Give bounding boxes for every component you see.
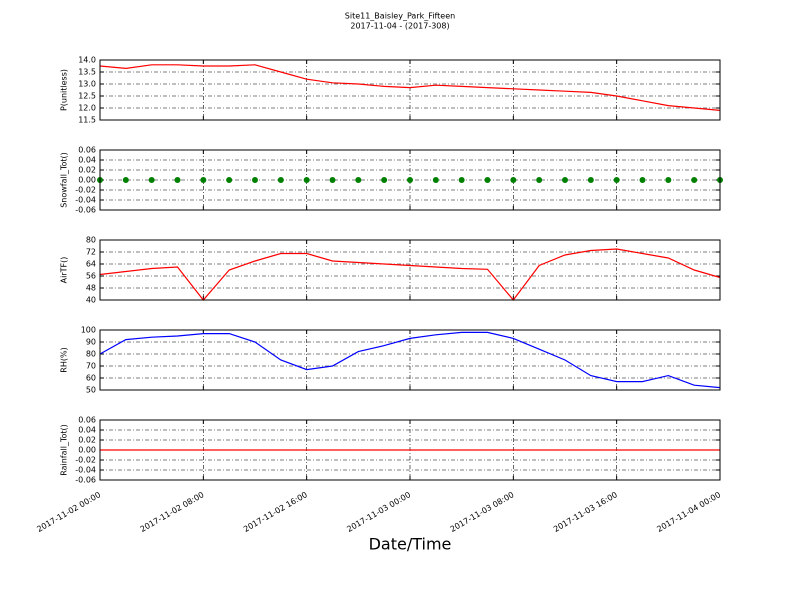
data-point <box>613 177 620 183</box>
y-tick-label: 70 <box>86 362 96 371</box>
data-point <box>510 177 517 183</box>
y-tick-label: 80 <box>86 236 96 245</box>
y-tick-label: 60 <box>86 374 96 383</box>
y-tick-label: -0.06 <box>75 206 96 215</box>
data-point <box>174 177 181 183</box>
data-point <box>252 177 258 183</box>
y-tick-label: -0.04 <box>75 466 96 475</box>
y-tick-label: 72 <box>86 248 96 257</box>
data-point <box>484 177 491 183</box>
data-point <box>691 177 698 183</box>
y-tick-label: 64 <box>86 260 96 269</box>
plot-frame <box>99 329 721 391</box>
data-point <box>639 177 646 183</box>
y-axis-label: P(unitless) <box>60 69 69 111</box>
data-point <box>277 177 284 183</box>
data-point <box>562 177 568 183</box>
y-tick-label: -0.02 <box>75 186 96 195</box>
y-tick-label: 0.04 <box>78 156 96 165</box>
data-point <box>536 177 543 183</box>
y-tick-label: 0.02 <box>78 166 96 175</box>
y-axis-label: Rainfall_Tot() <box>60 424 69 476</box>
x-axis-label: Date/Time <box>369 535 452 554</box>
data-point <box>329 177 336 183</box>
data-point <box>200 177 207 183</box>
y-tick-label: 11.5 <box>78 116 96 125</box>
data-point <box>303 177 310 183</box>
plot-frame <box>99 149 721 211</box>
data-point <box>226 177 233 183</box>
y-tick-label: 13.5 <box>78 68 96 77</box>
data-point <box>432 177 439 183</box>
y-tick-label: 0.06 <box>78 416 96 425</box>
y-tick-label: 14.0 <box>78 56 96 65</box>
data-line <box>99 331 721 389</box>
y-tick-label: 0.04 <box>78 426 96 435</box>
y-tick-label: 12.0 <box>78 104 96 113</box>
data-point <box>355 177 362 183</box>
y-tick-label: 48 <box>86 284 96 293</box>
y-axis-label: AirTF() <box>60 257 69 284</box>
data-point <box>381 177 388 183</box>
y-tick-label: 0.00 <box>78 176 96 185</box>
data-point <box>458 177 465 183</box>
y-tick-label: 80 <box>86 350 96 359</box>
y-tick-label: 0.00 <box>78 446 96 455</box>
data-point <box>407 177 413 183</box>
y-tick-label: 56 <box>86 272 96 281</box>
y-tick-label: 40 <box>86 296 96 305</box>
y-tick-label: 50 <box>86 386 96 395</box>
data-point <box>122 177 129 183</box>
y-tick-label: -0.02 <box>75 456 96 465</box>
y-axis-label: RH(%) <box>60 347 69 372</box>
y-tick-label: -0.06 <box>75 476 96 485</box>
y-tick-label: 0.02 <box>78 436 96 445</box>
data-point <box>148 177 155 183</box>
y-tick-label: 100 <box>81 326 96 335</box>
plot-frame <box>99 59 721 121</box>
chart-title: Site11_Baisley_Park_Fifteen <box>345 12 455 21</box>
data-line <box>99 64 721 111</box>
data-point <box>587 177 594 183</box>
y-tick-label: 13.0 <box>78 80 96 89</box>
plot-frame <box>99 419 721 481</box>
plot-frame <box>99 239 721 301</box>
y-tick-label: -0.04 <box>75 196 96 205</box>
y-axis-label: Snowfall_Tot() <box>60 152 69 208</box>
data-point <box>665 177 672 183</box>
y-tick-label: 90 <box>86 338 96 347</box>
y-tick-label: 0.06 <box>78 146 96 155</box>
chart-subtitle: 2017-11-04 - (2017-308) <box>350 22 449 31</box>
y-tick-label: 12.5 <box>78 92 96 101</box>
